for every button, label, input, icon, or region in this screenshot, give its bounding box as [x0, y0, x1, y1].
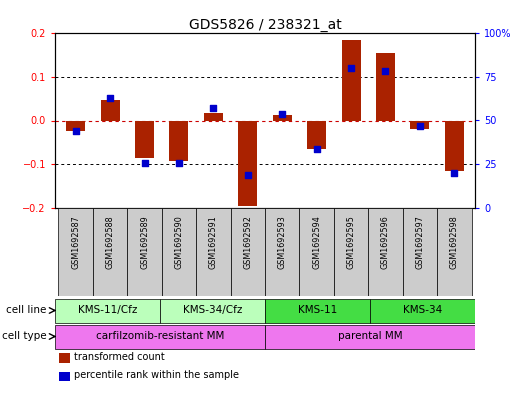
Bar: [59, 208, 93, 296]
Point: [244, 172, 252, 178]
Text: cell line: cell line: [6, 305, 47, 316]
Point: [140, 159, 149, 165]
Bar: [307, 121, 326, 149]
Point: [209, 105, 218, 111]
Text: GSM1692598: GSM1692598: [450, 215, 459, 269]
Point: [416, 123, 424, 129]
Text: GSM1692587: GSM1692587: [71, 215, 80, 269]
Text: KMS-11: KMS-11: [298, 305, 337, 316]
Point: [450, 170, 459, 176]
Bar: [342, 40, 360, 121]
Bar: [59, 353, 70, 363]
Text: parental MM: parental MM: [338, 331, 402, 342]
Bar: [403, 208, 437, 296]
Bar: [376, 53, 395, 121]
Text: GSM1692593: GSM1692593: [278, 215, 287, 269]
Text: KMS-34: KMS-34: [403, 305, 442, 316]
Text: transformed count: transformed count: [74, 352, 165, 362]
Bar: [160, 299, 265, 323]
Point: [347, 65, 355, 71]
Bar: [59, 372, 70, 381]
Bar: [135, 121, 154, 158]
Bar: [368, 208, 403, 296]
Bar: [66, 121, 85, 131]
Text: KMS-11/Cfz: KMS-11/Cfz: [78, 305, 137, 316]
Bar: [445, 121, 464, 171]
Bar: [334, 208, 368, 296]
Point: [106, 95, 114, 101]
Bar: [196, 208, 231, 296]
Text: GSM1692592: GSM1692592: [243, 215, 252, 269]
Bar: [55, 325, 265, 349]
Bar: [265, 208, 300, 296]
Bar: [231, 208, 265, 296]
Text: GSM1692588: GSM1692588: [106, 215, 115, 269]
Bar: [169, 121, 188, 161]
Bar: [265, 299, 370, 323]
Text: GSM1692595: GSM1692595: [347, 215, 356, 269]
Point: [312, 145, 321, 152]
Text: percentile rank within the sample: percentile rank within the sample: [74, 371, 239, 380]
Point: [72, 128, 80, 134]
Bar: [238, 121, 257, 206]
Point: [381, 68, 390, 75]
Bar: [204, 113, 223, 121]
Text: cell type: cell type: [2, 331, 47, 342]
Bar: [93, 208, 127, 296]
Bar: [162, 208, 196, 296]
Point: [175, 159, 183, 165]
Bar: [300, 208, 334, 296]
Text: GSM1692591: GSM1692591: [209, 215, 218, 269]
Text: GSM1692597: GSM1692597: [415, 215, 425, 269]
Text: GSM1692589: GSM1692589: [140, 215, 149, 269]
Bar: [127, 208, 162, 296]
Bar: [100, 99, 120, 121]
Text: GSM1692596: GSM1692596: [381, 215, 390, 269]
Bar: [273, 115, 292, 121]
Bar: [55, 299, 160, 323]
Bar: [370, 299, 475, 323]
Bar: [437, 208, 472, 296]
Text: KMS-34/Cfz: KMS-34/Cfz: [183, 305, 242, 316]
Bar: [411, 121, 429, 129]
Text: carfilzomib-resistant MM: carfilzomib-resistant MM: [96, 331, 224, 342]
Bar: [265, 325, 475, 349]
Title: GDS5826 / 238321_at: GDS5826 / 238321_at: [189, 18, 342, 32]
Point: [278, 110, 287, 117]
Text: GSM1692590: GSM1692590: [175, 215, 184, 269]
Text: GSM1692594: GSM1692594: [312, 215, 321, 269]
